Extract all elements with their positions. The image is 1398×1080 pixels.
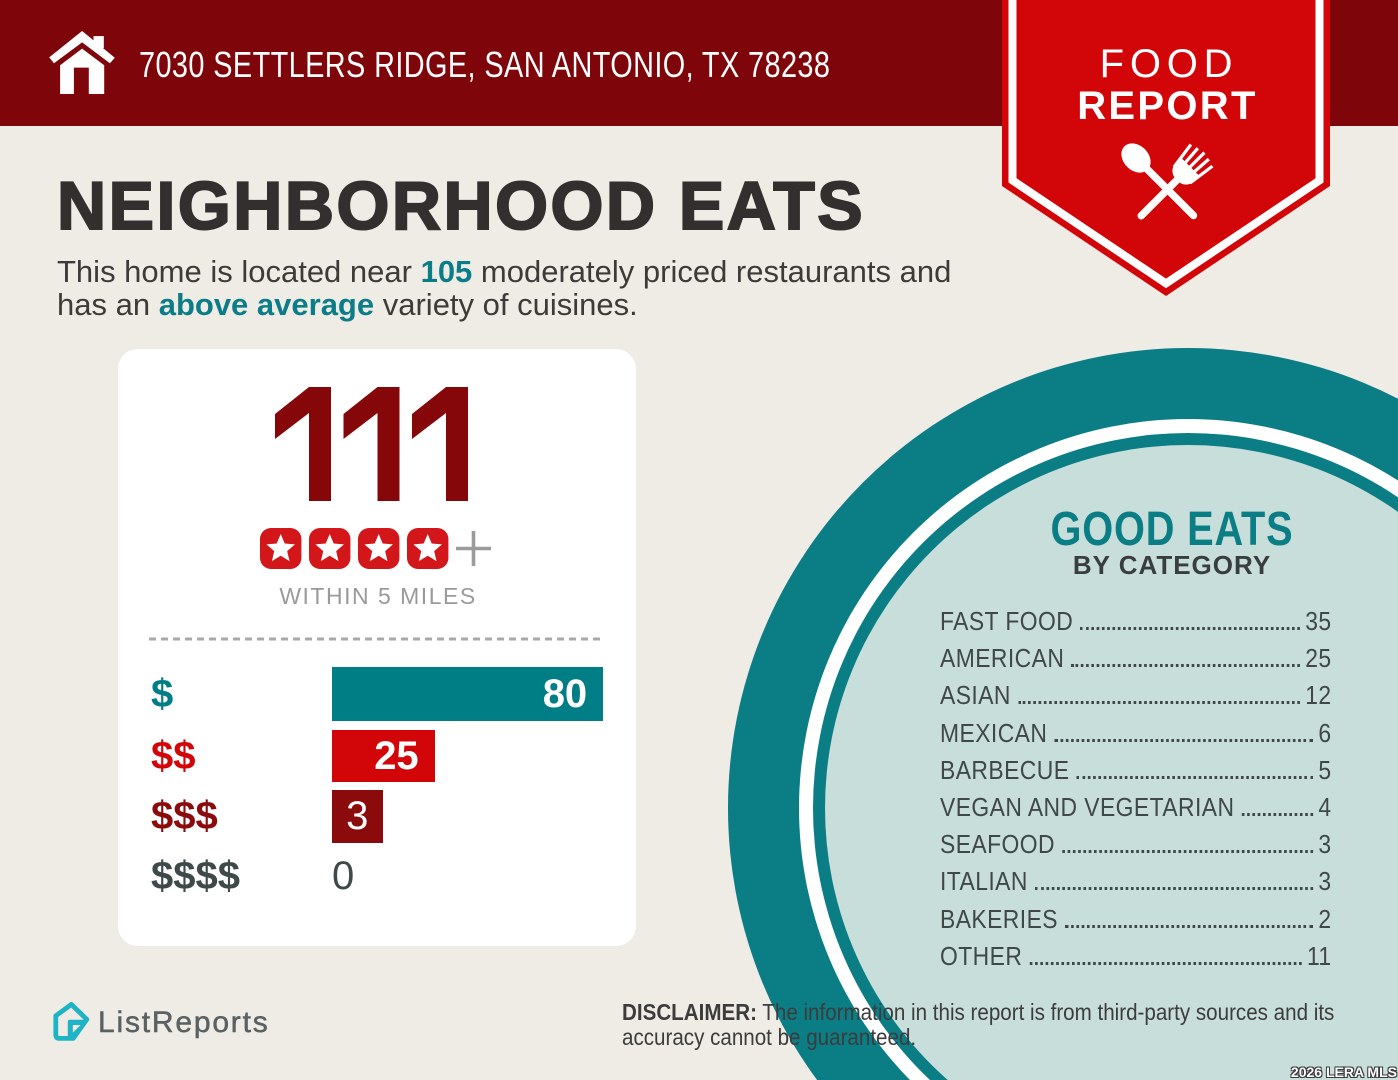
svg-text:REPORT: REPORT: [1077, 84, 1257, 128]
svg-text:FOOD: FOOD: [1100, 42, 1239, 86]
